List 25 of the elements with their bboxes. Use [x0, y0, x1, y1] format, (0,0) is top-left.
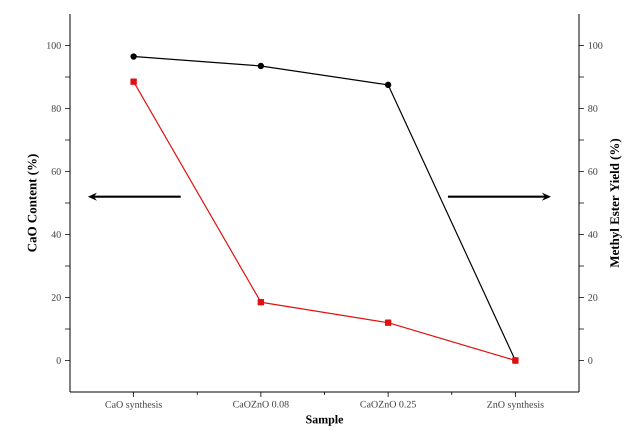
- y2-tick-label: 80: [588, 105, 598, 112]
- point: [258, 299, 264, 306]
- y-tick-label: 0: [56, 357, 61, 364]
- y2-tick-label: 100: [588, 42, 602, 49]
- point: [130, 53, 137, 60]
- x-tick-label: CaOZnO 0.25: [360, 400, 416, 408]
- x-tick-label: CaO synthesis: [105, 400, 162, 410]
- y-axis-title: CaO Content (%): [27, 154, 40, 252]
- point: [384, 320, 392, 326]
- y2-tick-label: 40: [588, 231, 598, 238]
- x-tick-label: CaOZnO 0.08: [233, 400, 289, 408]
- point: [130, 78, 137, 85]
- y2-tick-label: 60: [588, 168, 598, 175]
- point: [384, 82, 392, 88]
- x-tick-label: ZnO synthesis: [487, 400, 544, 410]
- y2-axis-title: Methyl Ester Yield (%): [610, 138, 622, 268]
- y2-tick-label: 0: [588, 357, 592, 364]
- point: [258, 62, 264, 70]
- x-axis-title: Sample: [306, 415, 344, 426]
- y2-tick-label: 20: [588, 294, 598, 301]
- y-tick-label: 100: [47, 42, 61, 49]
- y-tick-label: 40: [51, 231, 61, 238]
- y-tick-label: 60: [52, 168, 61, 175]
- y-tick-label: 80: [52, 105, 61, 112]
- y-tick-label: 20: [52, 294, 61, 301]
